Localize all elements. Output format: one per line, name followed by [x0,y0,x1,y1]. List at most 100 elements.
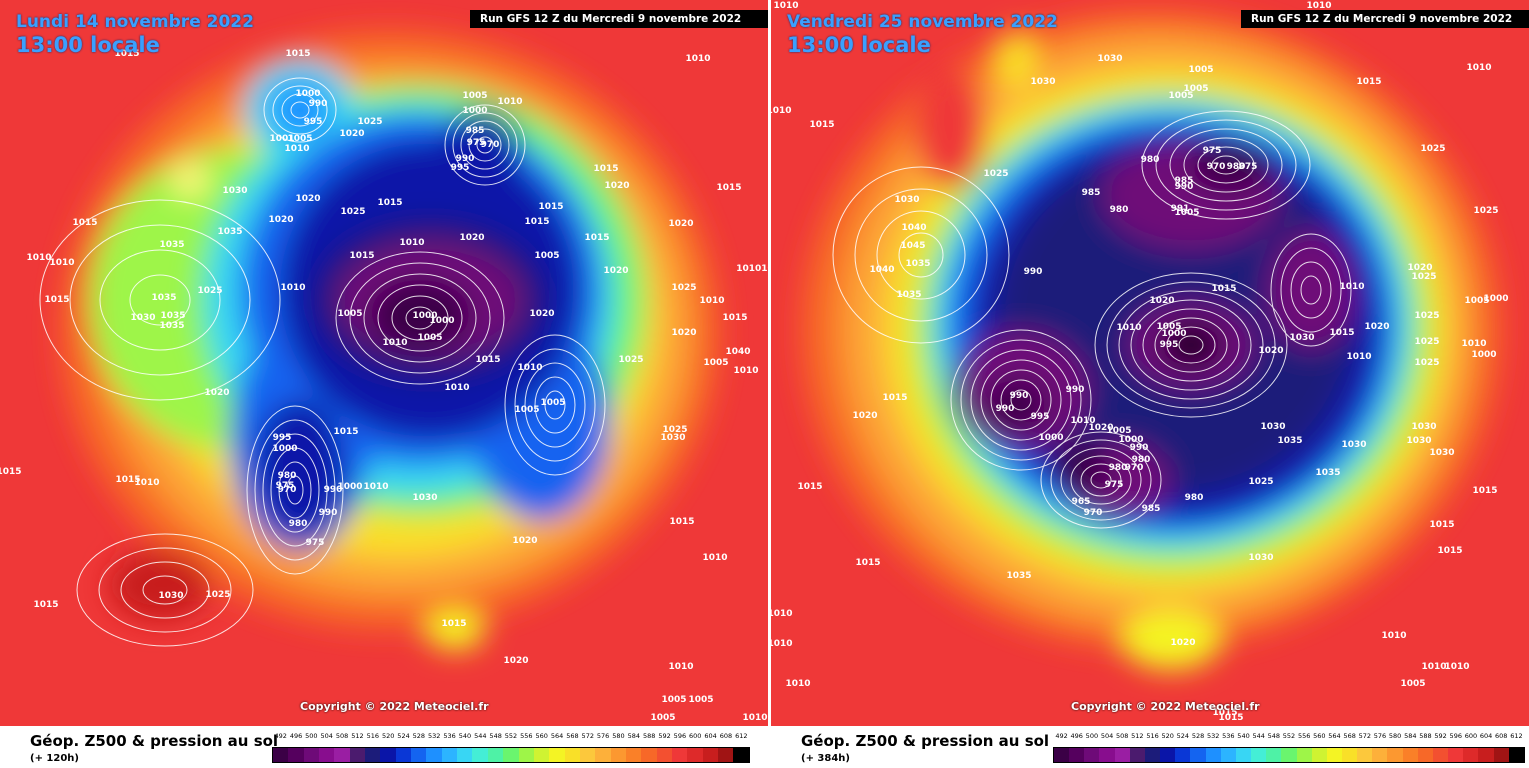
left-isobar-label: 1010 [284,144,309,154]
isobar-contour [254,419,336,561]
right-geopotential-map: 1010101010301030100510151010100510051010… [771,0,1529,726]
left-legend-value: 492 [274,732,287,740]
isobar-contour [1050,439,1152,521]
left-legend-swatch [579,748,596,762]
isobar-contour [142,575,188,605]
left-legend-value: 500 [305,732,318,740]
right-isobar-label: 1015 [1356,77,1381,87]
right-isobar-label: 1010 [1070,416,1095,426]
isobar-contour [69,224,251,376]
right-isobar-label: 980 [1141,155,1160,165]
left-legend-value: 576 [596,732,610,740]
isobar-contour [1183,137,1269,193]
right-legend-swatch [1266,748,1282,762]
left-legend-swatch [533,748,550,762]
isobar-contour [1211,155,1241,175]
right-isobar-label: 1010 [1421,662,1446,672]
right-isobar-label: 1020 [1364,322,1389,332]
right-legend-swatch [1190,748,1206,762]
left-isobar-label: 1010 [733,366,758,376]
right-isobar-label: 975 [1203,146,1222,156]
right-legend-value: 520 [1161,732,1174,740]
left-legend-value: 548 [489,732,502,740]
right-isobar-label: 1010 [771,106,792,116]
right-legend-value: 576 [1373,732,1387,740]
right-isobar-label: 965 [1072,497,1091,507]
isobar-contour [1155,119,1297,211]
isobar-contour [854,188,988,322]
right-isobar-label: 1010 [1466,63,1491,73]
isobar-contour [1000,379,1042,421]
left-isobar-label: 1010 [699,296,724,306]
right-isobar-label: 1035 [905,259,930,269]
left-color-legend: 492 496 500 504 508 512 516 520 524 528 532 536 540 5… [272,732,750,763]
right-isobar-label: 1000 [1471,350,1496,360]
left-legend-value: 544 [474,732,487,740]
isobar-contour [444,104,526,186]
left-legend-swatch [656,748,672,762]
left-isobar-label: 1030 [130,313,155,323]
right-legend-swatch [1296,748,1312,762]
left-isobar-label: 1000 [462,106,487,116]
right-isobar-label: 1000 [1483,294,1508,304]
left-isobar-label: 985 [466,126,485,136]
left-forecast-panel: 1015 1015 1010 1000 990 995 1025 1020 1005 1010 10… [0,0,768,764]
left-isobar-label: 1015 [584,233,609,243]
left-legend-value: 588 [642,732,656,740]
right-legend-value: 556 [1297,732,1311,740]
left-isobar-label: 1005 [462,91,487,101]
right-isobar-label: 1020 [1088,423,1113,433]
left-isobar-label: 975 [276,481,295,491]
right-isobar-label: 1015 [1218,713,1243,723]
right-isobar-label: 1030 [1260,422,1285,432]
right-legend-swatch [1235,748,1252,762]
right-legend-value: 604 [1479,732,1493,740]
right-isobar-label: 1025 [1420,144,1445,154]
right-legend-value: 532 [1206,732,1220,740]
right-legend-swatch [1129,748,1145,762]
left-isobar-label: 1000 [272,444,297,454]
isobar-contour [1154,317,1228,373]
left-isobar-label: 1010 [517,363,542,373]
left-legend-swatch [380,748,396,762]
left-legend-value: 536 [443,732,456,740]
right-legend-swatch [1099,748,1115,762]
isobar-contour [468,128,502,162]
isobar-contour [1094,272,1288,418]
right-isobar-label: 1020 [1170,638,1195,648]
left-legend-swatch [625,748,642,762]
isobar-contour [1280,247,1342,333]
right-isobar-label: 1005 [1156,322,1181,332]
right-isobar-label: 985 [1142,504,1161,514]
isobar-contour [278,461,312,519]
left-isobar-label: 1010 [49,258,74,268]
right-legend-swatch [1175,748,1191,762]
isobar-contour [377,284,463,352]
right-legend-value: 584 [1404,732,1417,740]
isobar-contour [1169,128,1283,202]
left-legend-value: 584 [627,732,641,740]
right-forecast-date: Vendredi 25 novembre 2022 [787,12,1058,32]
right-isobar-label: 1010 [1339,282,1364,292]
right-isobar-label: 1005 [1168,91,1193,101]
left-isobar-label: 1010 [702,553,727,563]
right-legend-swatch [1220,748,1236,762]
left-isobar-label: 1000 [295,89,320,99]
left-forecast-lead: (+ 120h) [30,753,79,764]
left-isobar-label: 990 [319,508,338,518]
right-legend-value: 548 [1267,732,1281,740]
right-isobar-label: 1015 [882,393,907,403]
left-isobar-label: 1005 [287,134,312,144]
right-legend-value: 596 [1449,732,1462,740]
left-isobar-label: 1020 [603,266,628,276]
left-legend-swatch [472,748,488,762]
right-legend-swatch [1402,748,1418,762]
right-isobar-label: 970 [1125,463,1144,473]
left-isobar-label: 1010 [280,283,305,293]
left-isobar-label: 1020 [512,536,537,546]
left-isobar-label: 1015 [377,198,402,208]
right-isobar-label: 995 [1160,340,1179,350]
right-legend-swatch [1069,748,1085,762]
right-legend-swatch [1448,748,1464,762]
isobar-contour [391,295,449,341]
